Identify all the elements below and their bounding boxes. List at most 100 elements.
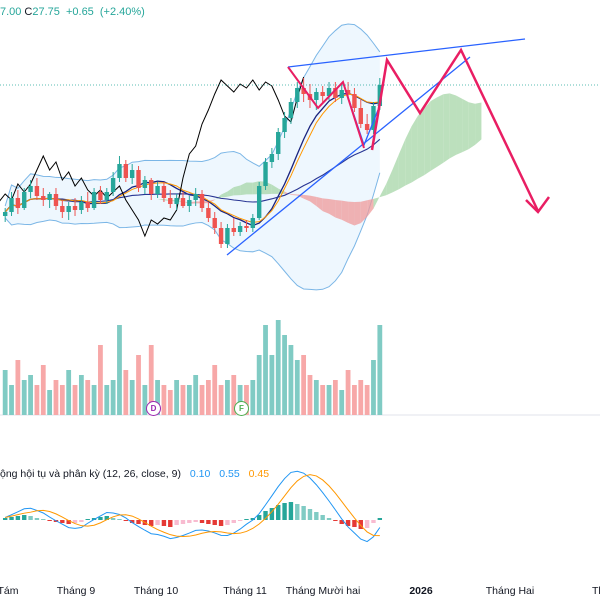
volume-bar	[218, 385, 224, 415]
x-axis-label-2: Tháng 10	[133, 585, 179, 597]
volume-bar	[78, 375, 84, 415]
macd-hist-bar	[193, 520, 198, 522]
earnings-event-marker[interactable]: F	[234, 401, 249, 416]
macd-hist-bar	[250, 518, 256, 520]
cloud-segment	[240, 182, 247, 196]
volume-bar	[352, 385, 357, 415]
candle-body	[79, 202, 84, 210]
macd-hist-bar	[333, 520, 338, 521]
macd-hist-bar	[288, 502, 294, 520]
candle-body	[339, 90, 344, 98]
cloud-segment	[468, 102, 476, 150]
cloud-segment	[284, 191, 291, 195]
volume-bar	[28, 375, 33, 415]
cloud-segment	[227, 187, 234, 197]
volume-bar	[91, 385, 97, 415]
volume-bar	[186, 385, 192, 415]
volume-bar	[358, 380, 364, 415]
candle-body	[9, 198, 14, 212]
volume-bar	[339, 390, 345, 415]
volume-bar	[282, 335, 287, 415]
close-value: 27.75	[32, 6, 60, 18]
macd-legend: ộng hội tụ và phân kỳ (12, 26, close, 9)…	[0, 468, 269, 480]
cloud-segment	[456, 95, 463, 155]
candles	[2, 78, 383, 248]
volume-bar	[332, 380, 338, 415]
volume-bar	[377, 325, 383, 415]
macd-hist-bar	[256, 515, 262, 520]
dividend-event-marker[interactable]: D	[146, 401, 161, 416]
cloud-segment	[424, 101, 431, 176]
candle-body	[320, 92, 325, 96]
candle-body	[180, 198, 186, 206]
macd-hist-bar	[72, 520, 78, 523]
candle-body	[123, 164, 129, 178]
volume-bar	[104, 385, 110, 415]
volume-bar	[174, 380, 180, 415]
cloud-segment	[335, 200, 342, 220]
volume-bar	[212, 365, 218, 415]
candle-body	[358, 108, 363, 124]
macd-hist-bar	[41, 519, 46, 520]
macd-hist-bar	[295, 504, 300, 520]
macd-hist-bar	[168, 520, 173, 527]
candle-body	[326, 88, 332, 96]
macd-line	[4, 470, 381, 543]
volume-bar	[129, 380, 135, 415]
volume-bar	[263, 325, 268, 415]
cloud-segment	[246, 182, 253, 195]
x-axis-label-5: 2026	[409, 585, 433, 597]
cloud-segment	[417, 108, 425, 179]
macd-hist-bar	[269, 508, 275, 520]
candle-body	[333, 88, 338, 98]
macd-hist-bar	[237, 520, 243, 521]
volume-bar	[288, 345, 294, 415]
candle-body	[161, 186, 167, 198]
candle-body	[314, 92, 319, 100]
indicator-lines	[0, 76, 381, 238]
macd-hist-bar	[320, 515, 325, 520]
x-axis-label-4: Tháng Mười hai	[285, 585, 361, 597]
candle-body	[231, 228, 236, 232]
volume-bar	[371, 360, 376, 415]
macd-hist-bar	[364, 520, 370, 528]
macd-hist-bar	[136, 520, 141, 524]
candle-body	[256, 186, 262, 218]
volume-bar	[98, 345, 103, 415]
volume-bar	[294, 360, 300, 415]
candle-body	[22, 192, 27, 208]
cloud-segment	[398, 139, 406, 190]
cloud-segment	[443, 93, 450, 163]
bollinger-lower	[4, 172, 381, 291]
candle-body	[117, 164, 122, 178]
candle-body	[263, 162, 268, 186]
volume-bar	[225, 380, 230, 415]
cloud-segment	[322, 198, 330, 214]
macd-hist-bar	[155, 520, 160, 525]
macd-hist-bar	[282, 503, 287, 520]
volume-bar	[275, 320, 281, 415]
macd-hist-bar	[34, 518, 40, 520]
volume-bar	[180, 385, 186, 415]
cloud-segment	[462, 98, 469, 153]
volume-bar	[364, 385, 370, 415]
volume-bar	[40, 365, 46, 415]
macd-hist-bar	[104, 516, 109, 520]
candle-body	[276, 132, 281, 154]
candle-body	[371, 106, 376, 130]
volume-bar	[15, 360, 21, 415]
x-axis-label-7: Tháng	[592, 585, 600, 597]
macd-hist-bar	[263, 511, 268, 520]
macd-hist-bar	[206, 520, 211, 524]
candle-body	[250, 218, 256, 228]
macd-hist-bar	[352, 520, 357, 527]
base-line	[4, 138, 381, 213]
ma-line	[4, 93, 380, 223]
volume-bar	[85, 380, 91, 415]
volume-bar	[72, 385, 78, 415]
volume-bar	[231, 375, 237, 415]
volume-bar	[34, 385, 40, 415]
candle-body	[155, 186, 160, 194]
macd-hist-bar	[358, 520, 363, 529]
